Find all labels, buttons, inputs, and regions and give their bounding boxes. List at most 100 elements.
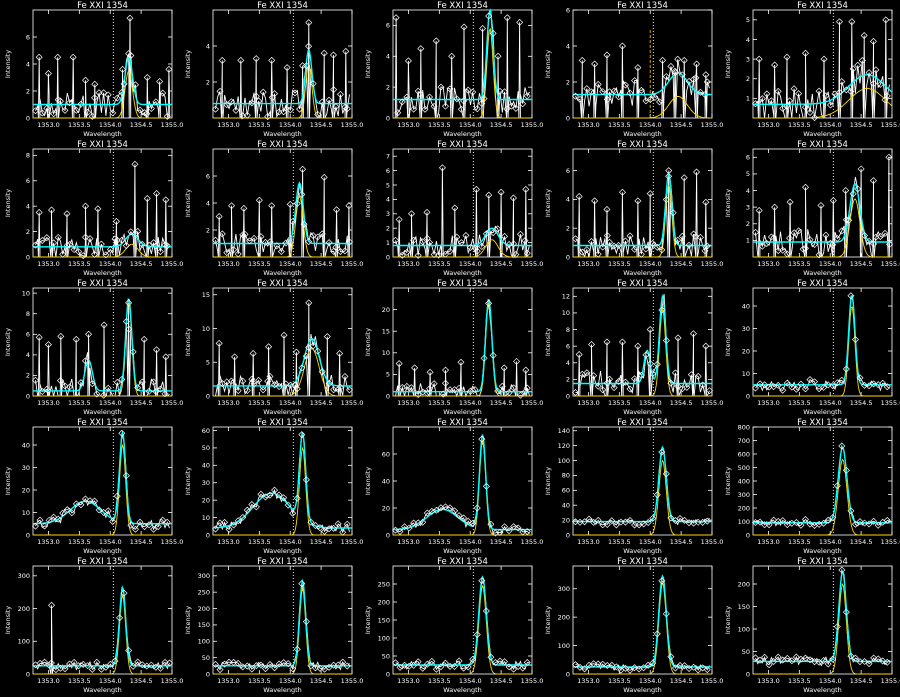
data-point [451,663,459,671]
data-point [97,240,105,248]
data-point [426,238,434,246]
data-point [162,196,170,204]
data-point [81,233,89,241]
data-point [404,57,412,65]
data-point [583,246,591,254]
y-tick-label: 0 [26,670,30,678]
data-point [469,519,477,527]
data-point [792,385,800,393]
x-tick-label: 1353.5 [248,399,271,407]
data-point [642,351,650,359]
data-point [159,89,167,97]
y-tick-label: 100 [558,642,570,650]
data-point [112,217,120,225]
x-tick-label: 1355.0 [161,538,184,546]
data-point [239,377,247,385]
data-point [851,654,859,662]
data-point [820,383,828,391]
y-tick-label: 150 [738,603,750,611]
data-point [81,357,89,365]
spectrum-plot: Fe XXI 1354 Wavelength Intensity 1353.0 1353… [364,1,543,138]
data-point [876,80,884,88]
y-axis-label: Intensity [184,467,192,495]
y-tick-label: 2 [206,78,210,86]
data-point [47,659,55,667]
data-point [438,164,446,172]
y-tick-label: 5 [746,170,750,178]
y-tick-label: 6 [566,6,570,14]
component-fit [573,307,712,397]
x-tick-label: 1353.5 [788,538,811,546]
data-point [478,100,486,108]
data-point [243,387,251,395]
data-point [143,110,151,118]
data-point [865,660,873,668]
data-point [106,660,114,668]
total-fit [573,293,712,385]
data-point [44,341,52,349]
data-point [702,342,710,350]
x-axis-label: Wavelength [443,408,482,416]
y-tick-label: 7 [386,153,390,161]
data-point [494,225,502,233]
data-point [578,56,586,64]
data-point [398,251,406,259]
data-point [615,241,623,249]
data-point [856,374,864,382]
total-fit [33,298,172,392]
data-point [480,95,488,103]
data-point [421,105,429,113]
data-point [842,216,850,224]
data-point [95,506,103,514]
data-point [575,193,583,201]
data-point [122,472,130,480]
data-point [216,666,224,674]
plot-frame [752,287,893,397]
y-axis-label: Intensity [184,606,192,634]
data-point [43,385,51,393]
data-point [761,653,769,661]
plot-frame [572,426,713,536]
data-point [152,388,160,396]
data-point [271,381,279,389]
data-point [111,657,119,665]
panel-title: Fe XXI 1354 [77,1,128,11]
data-point [765,521,773,529]
data-point [113,492,121,500]
data-point [255,376,263,384]
x-axis-label: Wavelength [83,130,122,138]
y-axis-label: Intensity [724,50,732,78]
data-point [314,347,322,355]
data-point [848,18,856,26]
data-point [437,83,445,91]
data-point [38,387,46,395]
data-point [662,470,670,478]
total-fit [573,72,712,96]
data-point [882,16,890,24]
data-point [153,346,161,354]
component-fit [753,306,892,397]
data-point [820,656,828,664]
data-point [453,95,461,103]
data-point [496,657,504,665]
data-point [77,100,85,108]
data-point [603,95,611,103]
data-point [77,379,85,387]
data-point [289,218,297,226]
data-point [581,518,589,526]
data-point [125,325,133,333]
data-point [826,101,834,109]
data-point [79,252,87,260]
data-point [131,81,139,89]
data-point [594,660,602,668]
y-tick-label: 2 [386,83,390,91]
data-point [806,109,814,117]
component-fit [753,458,892,536]
total-fit [213,49,352,105]
data-point [618,42,626,50]
data-point [286,239,294,247]
data-point [516,391,524,399]
data-point [571,389,579,397]
data-point [261,493,269,501]
data-point [240,204,248,212]
